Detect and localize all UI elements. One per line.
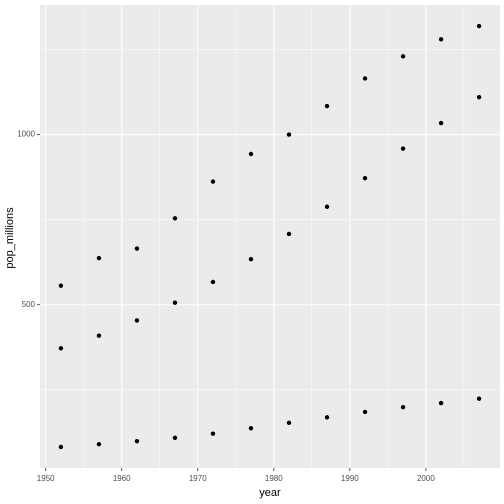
point bbox=[58, 444, 64, 450]
point bbox=[400, 54, 406, 59]
point bbox=[58, 283, 64, 288]
point bbox=[286, 132, 292, 137]
point bbox=[286, 420, 292, 426]
point bbox=[96, 333, 102, 338]
point bbox=[438, 37, 444, 42]
point bbox=[476, 94, 482, 100]
point bbox=[362, 175, 368, 181]
y-tick-label: 1000 bbox=[17, 130, 35, 139]
point bbox=[172, 216, 178, 221]
x-tick-label: 1970 bbox=[189, 474, 207, 483]
point bbox=[172, 300, 178, 305]
point bbox=[324, 415, 330, 420]
point bbox=[324, 204, 330, 209]
point bbox=[248, 256, 254, 262]
y-tick-label: 500 bbox=[22, 300, 36, 309]
point bbox=[362, 409, 368, 415]
point bbox=[400, 404, 406, 410]
point bbox=[210, 179, 216, 184]
x-tick-label: 1980 bbox=[265, 474, 283, 483]
point bbox=[438, 120, 444, 126]
point bbox=[438, 400, 444, 406]
point bbox=[58, 346, 64, 351]
point bbox=[172, 435, 178, 440]
point bbox=[210, 279, 216, 285]
point bbox=[248, 426, 254, 431]
point bbox=[248, 151, 254, 157]
x-tick-label: 1960 bbox=[113, 474, 131, 483]
x-tick-label: 1950 bbox=[37, 474, 55, 483]
x-axis-title: year bbox=[259, 487, 281, 499]
panel bbox=[40, 5, 500, 468]
point bbox=[476, 23, 482, 29]
point bbox=[286, 231, 292, 237]
point bbox=[96, 255, 102, 261]
point bbox=[324, 103, 330, 109]
y-axis-title: pop_millions bbox=[4, 207, 16, 269]
x-tick-label: 2000 bbox=[417, 474, 435, 483]
point bbox=[96, 442, 102, 447]
point bbox=[134, 246, 140, 251]
point bbox=[134, 318, 140, 323]
point bbox=[210, 431, 216, 436]
point bbox=[400, 146, 406, 151]
point bbox=[362, 76, 368, 81]
point bbox=[476, 396, 482, 401]
x-tick-label: 1990 bbox=[341, 474, 359, 483]
point bbox=[134, 438, 140, 444]
